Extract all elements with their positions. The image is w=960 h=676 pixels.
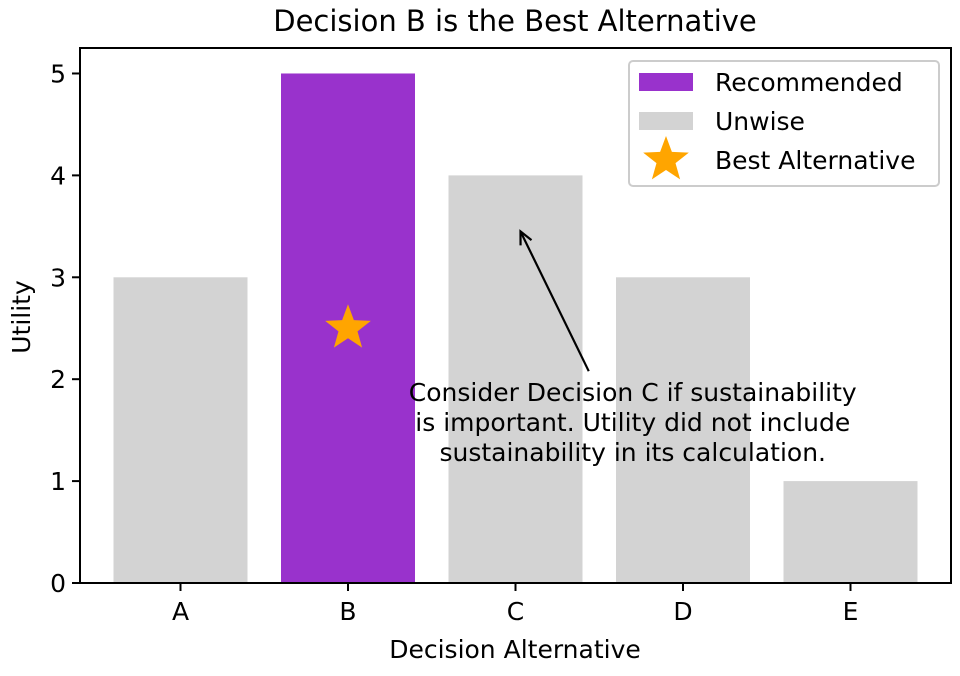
best-alternative-star-icon: [325, 304, 371, 348]
x-axis: A B C D E: [172, 583, 858, 626]
annotation-layer: Consider Decision C if sustainabilityis …: [409, 229, 857, 467]
y-tick-label: 5: [50, 59, 66, 88]
x-tick-label: A: [172, 597, 189, 626]
y-tick-label: 3: [50, 263, 66, 292]
legend-label-star: Best Alternative: [715, 146, 915, 175]
y-tick-label: 1: [50, 467, 66, 496]
y-tick-label: 4: [50, 161, 66, 190]
x-tick-label: D: [673, 597, 692, 626]
y-tick-label: 0: [50, 569, 66, 598]
x-tick-label: C: [507, 597, 524, 626]
legend-label-unwise: Unwise: [715, 107, 805, 136]
annotation-text-line: sustainability in its calculation.: [439, 438, 826, 467]
annotation-text-line: is important. Utility did not include: [415, 408, 850, 437]
bar-a: [113, 277, 248, 583]
marker-layer: [325, 304, 371, 348]
legend-swatch-recommended: [639, 73, 693, 91]
annotation-text-line: Consider Decision C if sustainability: [409, 378, 857, 407]
x-axis-label: Decision Alternative: [389, 635, 641, 664]
legend-star-icon: [643, 136, 689, 180]
bar-c: [448, 175, 583, 583]
x-tick-label: B: [339, 597, 356, 626]
legend-swatch-unwise: [639, 112, 693, 130]
y-axis-label: Utility: [7, 280, 36, 354]
y-tick-label: 2: [50, 365, 66, 394]
bar-e: [783, 481, 918, 583]
y-axis: 0 1 2 3 4 5: [50, 59, 80, 598]
annotation-arrow-line: [519, 230, 590, 372]
bar-d: [616, 277, 750, 583]
legend: Recommended Unwise Best Alternative: [628, 60, 940, 187]
annotation-arrow-head: [519, 229, 533, 246]
chart-title: Decision B is the Best Alternative: [273, 4, 757, 38]
legend-label-recommended: Recommended: [715, 68, 903, 97]
legend-box: [628, 60, 940, 187]
x-tick-label: E: [843, 597, 859, 626]
